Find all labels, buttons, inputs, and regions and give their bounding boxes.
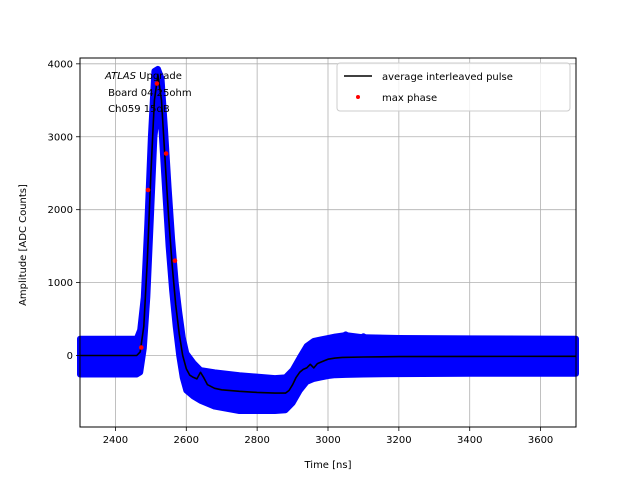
ticks: 2400 2600 2800 3000 3200 3400 3600 0 1000 2000 300… (48, 59, 554, 446)
series-points (138, 81, 178, 350)
x-tick-label: 2600 (174, 435, 199, 446)
y-tick-label: 1000 (48, 278, 73, 289)
max-phase-point (172, 258, 178, 264)
annotation-atlas: ATLAS (104, 71, 137, 82)
average-pulse-line (80, 74, 577, 394)
max-phase-point (145, 187, 151, 193)
band-outlier-point (342, 331, 349, 338)
y-tick-label: 3000 (48, 132, 73, 143)
max-phase-point (138, 345, 144, 350)
legend-point-marker (356, 95, 360, 99)
annotation-upgrade: Upgrade (136, 71, 182, 82)
y-tick-label: 0 (67, 351, 73, 362)
x-tick-label: 3200 (386, 435, 411, 446)
x-axis-label: Time [ns] (303, 460, 351, 471)
x-tick-label: 3400 (457, 435, 482, 446)
x-tick-label: 3000 (315, 435, 340, 446)
max-phase-point (163, 151, 169, 156)
y-tick-label: 4000 (48, 59, 73, 70)
legend-item-average-pulse: average interleaved pulse (382, 72, 513, 83)
annotation: ATLAS Upgrade Board 04 25ohm Ch059 15dB (104, 71, 192, 115)
y-axis-label: Amplitude [ADC Counts] (18, 184, 29, 306)
x-tick-label: 3600 (528, 435, 553, 446)
max-phase-point (154, 81, 160, 86)
band-outlier-point (360, 333, 367, 340)
legend-box (336, 62, 571, 112)
y-tick-label: 2000 (48, 205, 73, 216)
legend-item-max-phase: max phase (382, 93, 437, 104)
x-tick-label: 2400 (103, 435, 128, 446)
x-tick-label: 2800 (244, 435, 269, 446)
legend: average interleaved pulse max phase (336, 62, 571, 112)
svg-text:ATLAS Upgrade: ATLAS Upgrade (104, 71, 182, 82)
annotation-board: Board 04 25ohm (105, 88, 192, 99)
annotation-channel: Ch059 15dB (105, 104, 170, 115)
series-lines (80, 74, 577, 394)
